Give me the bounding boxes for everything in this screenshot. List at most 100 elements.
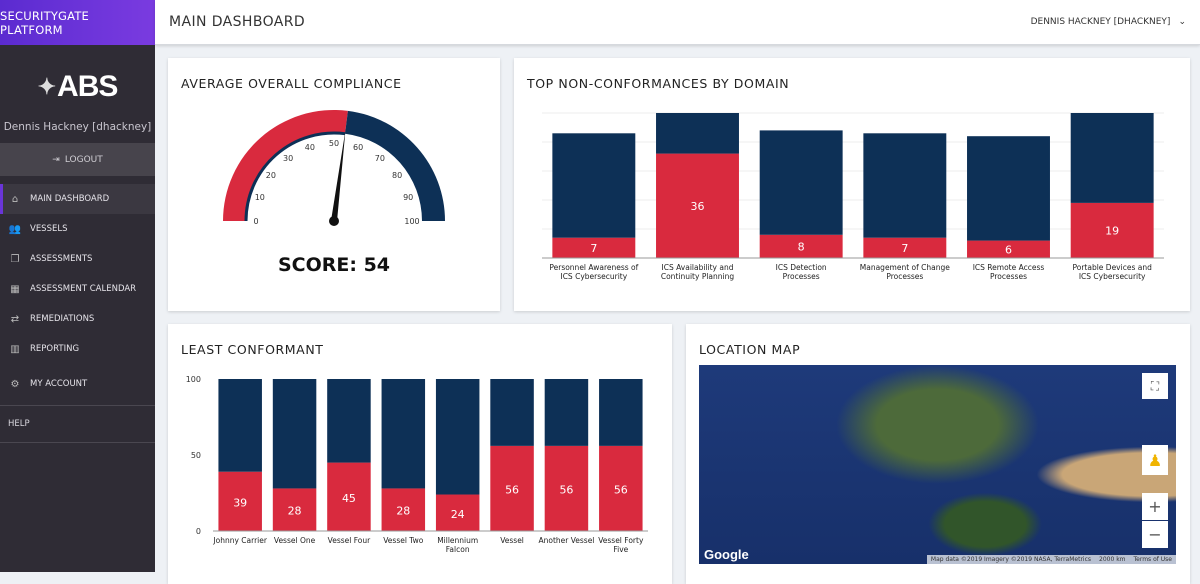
bar-data-label: 56	[505, 483, 519, 496]
bar-red-segment	[327, 462, 371, 531]
map-data-text: Map data ©2019 Imagery ©2019 NASA, Terra…	[930, 556, 1092, 563]
bar-red-segment	[759, 234, 843, 258]
x-tick-label: Continuity Planning	[661, 272, 735, 281]
bar-red-segment	[599, 445, 643, 531]
sidebar-item-label: REMEDIATIONS	[30, 314, 95, 324]
x-tick-label: ICS Cybersecurity	[560, 272, 627, 281]
x-tick-label: Vessel Four	[328, 536, 371, 545]
sidebar-item-my-account[interactable]: ⚙ MY ACCOUNT	[0, 369, 155, 399]
bar-data-label: 28	[396, 505, 410, 518]
sidebar-item-label: MY ACCOUNT	[30, 379, 88, 389]
location-map-card: LOCATION MAP ⛶ ♟ + − Google Map data ©20…	[686, 324, 1190, 584]
bar-navy-segment	[967, 136, 1050, 241]
sidebar-item-assessment-calendar[interactable]: ▦ ASSESSMENT CALENDAR	[0, 274, 155, 304]
x-tick-label: Millennium	[437, 536, 478, 545]
gauge-remaining-arc	[345, 110, 445, 221]
bar-data-label: 8	[798, 240, 805, 253]
map-scale: 2000 km	[1099, 556, 1126, 563]
x-tick-label: Processes	[886, 272, 923, 281]
gauge-tick-label: 100	[404, 217, 419, 226]
map-view[interactable]: ⛶ ♟ + − Google Map data ©2019 Imagery ©2…	[699, 365, 1176, 564]
exchange-icon: ⇄	[10, 313, 20, 325]
bar-navy-segment	[599, 379, 643, 446]
bar-data-label: 7	[590, 242, 597, 255]
gauge-tick-label: 30	[283, 154, 293, 163]
sign-out-icon: ⇥	[52, 154, 60, 165]
bar-navy-segment	[656, 113, 739, 154]
bar-red-segment	[863, 237, 947, 258]
compliance-gauge: 0 10 20 30 40 50 60 70 80 90 100	[223, 109, 445, 226]
user-menu[interactable]: DENNIS HACKNEY [DHACKNEY] ⌄	[1031, 17, 1186, 27]
bar-data-label: 19	[1105, 224, 1119, 237]
card-title: TOP NON-CONFORMANCES BY DOMAIN	[527, 76, 790, 91]
card-title: LOCATION MAP	[699, 342, 801, 357]
gauge-tick-label: 20	[266, 171, 276, 180]
sidebar-item-label: VESSELS	[30, 224, 68, 234]
bar-navy-segment	[272, 379, 317, 489]
bar-red-segment	[544, 445, 589, 531]
least-conformant-card: LEAST CONFORMANT 0 50 100 39 Johnny Carrier 2…	[168, 324, 672, 584]
bar-red-segment	[967, 240, 1050, 258]
sidebar-user-name: Dennis Hackney [dhackney]	[3, 121, 152, 133]
sidebar-item-label: ASSESSMENTS	[30, 254, 93, 264]
bar-navy-segment	[381, 379, 426, 489]
bar-data-label: 39	[233, 496, 247, 509]
x-tick-label: Management of Change	[860, 263, 951, 272]
bar-red-segment	[381, 488, 426, 531]
x-tick-label: Personnel Awareness of	[549, 263, 638, 272]
calendar-icon: ▦	[10, 283, 20, 295]
x-tick-label: Another Vessel	[538, 536, 594, 545]
bar-data-label: 24	[451, 508, 465, 521]
zoom-in-button[interactable]: +	[1142, 493, 1168, 520]
sidebar-item-main-dashboard[interactable]: ⌂ MAIN DASHBOARD	[0, 184, 155, 214]
bar-red-segment	[218, 471, 262, 531]
gauge-tick-label: 0	[253, 217, 258, 226]
fullscreen-button[interactable]: ⛶	[1142, 373, 1168, 399]
card-title: LEAST CONFORMANT	[181, 342, 324, 357]
bar-data-label: 45	[342, 492, 356, 505]
home-icon: ⌂	[11, 193, 19, 205]
bar-red-segment	[272, 488, 317, 531]
bar-navy-segment	[759, 130, 843, 235]
logout-button[interactable]: ⇥ LOGOUT	[0, 143, 155, 176]
sidebar-item-vessels[interactable]: 👥 VESSELS	[0, 214, 155, 244]
sidebar-item-reporting[interactable]: ▥ REPORTING	[0, 334, 155, 364]
x-tick-label: Processes	[783, 272, 820, 281]
sidebar-item-label: REPORTING	[30, 344, 80, 354]
bar-navy-segment	[1070, 113, 1154, 203]
bar-navy-segment	[218, 379, 262, 472]
map-attribution: Map data ©2019 Imagery ©2019 NASA, Terra…	[926, 555, 1176, 564]
sidebar: SECURITYGATE PLATFORM ✦ ABS Dennis Hackne…	[0, 0, 155, 572]
x-tick-label: Vessel Two	[383, 536, 424, 545]
score-label: SCORE: 54	[277, 254, 391, 276]
bar-red-segment	[552, 237, 636, 258]
card-title: AVERAGE OVERALL COMPLIANCE	[181, 76, 402, 91]
x-tick-label: Vessel	[500, 536, 524, 545]
zoom-out-button[interactable]: −	[1142, 521, 1168, 548]
bar-data-label: 36	[691, 200, 705, 213]
sidebar-item-assessments[interactable]: ❐ ASSESSMENTS	[0, 244, 155, 274]
bar-data-label: 28	[288, 505, 302, 518]
copy-icon: ❐	[10, 253, 20, 265]
gauge-needle	[331, 129, 346, 222]
bar-chart-icon: ▥	[10, 343, 20, 355]
terms-link[interactable]: Terms of Use	[1133, 556, 1172, 563]
gauge-filled-arc	[223, 109, 348, 221]
x-tick-label: ICS Remote Access	[973, 263, 1045, 272]
pegman-button[interactable]: ♟	[1142, 445, 1168, 475]
logout-label: LOGOUT	[64, 154, 103, 165]
non-conformances-card: TOP NON-CONFORMANCES BY DOMAIN 7 Personne…	[514, 58, 1190, 311]
bar-navy-segment	[544, 379, 589, 446]
gauge-inner-band	[244, 131, 346, 222]
sidebar-item-remediations[interactable]: ⇄ REMEDIATIONS	[0, 304, 155, 334]
abs-logo: ✦ ABS	[0, 57, 155, 117]
x-tick-label: ICS Availability and	[662, 263, 734, 272]
google-logo: Google	[704, 547, 749, 562]
x-tick-label: Falcon	[446, 545, 470, 554]
x-tick-label: Five	[613, 545, 628, 554]
brand-title[interactable]: SECURITYGATE PLATFORM	[0, 0, 155, 45]
bar-navy-segment	[435, 379, 480, 495]
eagle-icon: ✦	[37, 74, 56, 99]
sidebar-item-help[interactable]: HELP	[0, 405, 155, 443]
